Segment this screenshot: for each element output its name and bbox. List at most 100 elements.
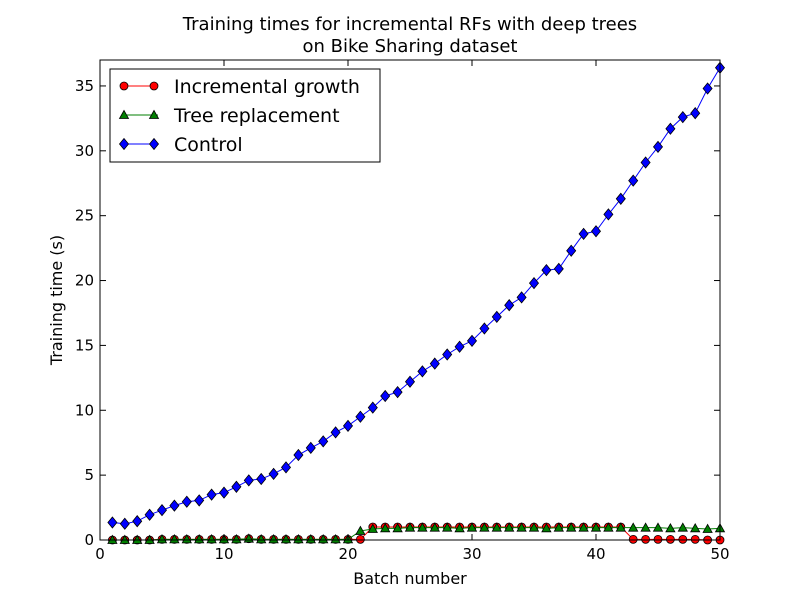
data-point: [553, 262, 564, 275]
data-point: [181, 495, 192, 508]
data-point: [268, 534, 279, 544]
x-axis-label: Batch number: [353, 569, 467, 588]
data-point: [280, 461, 292, 474]
data-point: [603, 522, 614, 532]
data-point: [640, 522, 651, 532]
data-point: [652, 140, 664, 154]
legend-marker: [118, 109, 130, 119]
data-point: [305, 534, 316, 544]
data-point: [677, 522, 688, 532]
data-point: [677, 110, 688, 124]
data-point: [454, 340, 465, 353]
data-point: [206, 534, 217, 544]
data-point: [479, 322, 490, 335]
y-tick-label: 35: [75, 77, 94, 95]
data-point: [392, 385, 403, 399]
data-point: [690, 534, 700, 544]
data-point: [640, 156, 651, 169]
data-point: [491, 522, 502, 532]
legend-marker: [118, 137, 130, 151]
x-tick-label: 40: [586, 545, 605, 563]
data-point: [280, 534, 292, 544]
data-point: [181, 534, 192, 544]
data-point: [429, 357, 440, 370]
data-point: [516, 291, 527, 304]
data-point: [206, 488, 217, 501]
legend-entry: Control: [118, 134, 243, 156]
data-point: [702, 523, 713, 533]
tick-layer: 0 10 20 30 40 50 0 5 10 15 20 25 30 35: [75, 60, 730, 563]
legend-entry: Incremental growth: [119, 76, 360, 98]
data-point: [156, 504, 168, 517]
data-point: [256, 472, 267, 486]
data-point: [641, 534, 650, 544]
data-point: [615, 192, 626, 205]
legend: Incremental growth Tree replacement Contro…: [109, 68, 381, 163]
legend-label: Tree replacement: [173, 105, 340, 127]
data-point: [516, 522, 527, 532]
x-tick-label: 30: [462, 545, 481, 563]
data-point: [355, 534, 365, 544]
data-point: [417, 365, 428, 378]
data-point: [268, 467, 279, 480]
data-point: [690, 523, 701, 533]
data-point: [442, 522, 453, 532]
data-point: [330, 426, 341, 439]
data-point: [628, 534, 638, 544]
data-point: [615, 522, 626, 532]
data-point: [590, 522, 602, 532]
data-point: [678, 534, 688, 544]
data-point: [231, 534, 242, 544]
x-tick-label: 10: [214, 545, 233, 563]
chart-subtitle: on Bike Sharing dataset: [303, 36, 518, 57]
data-point: [466, 334, 478, 347]
legend-label: Control: [174, 134, 243, 156]
data-point: [318, 435, 329, 448]
plot-frame: [99, 59, 721, 541]
data-point: [590, 225, 602, 238]
data-point: [429, 522, 440, 532]
x-tick-label: 0: [95, 545, 105, 563]
data-point: [404, 522, 416, 532]
data-point: [653, 534, 663, 544]
data-point: [504, 522, 515, 532]
data-point: [466, 522, 478, 532]
data-point: [528, 277, 540, 290]
data-point: [380, 523, 391, 533]
data-point: [628, 522, 639, 532]
legend-label: Incremental growth: [174, 76, 360, 98]
data-point: [243, 474, 254, 487]
data-point: [342, 419, 354, 432]
data-point: [218, 486, 230, 499]
data-point: [144, 508, 155, 521]
data-point: [330, 534, 341, 544]
data-point: [169, 499, 180, 512]
data-point: [666, 534, 675, 544]
legend-marker: [148, 137, 160, 151]
legend-entry: Tree replacement: [118, 105, 340, 127]
y-tick-label: 30: [75, 142, 94, 160]
data-point: [690, 107, 701, 120]
data-point: [132, 515, 143, 528]
data-point: [305, 441, 316, 455]
data-point: [169, 534, 180, 544]
data-point: [541, 264, 552, 277]
data-point: [628, 174, 639, 187]
legend-marker: [148, 109, 160, 119]
y-tick-label: 25: [75, 207, 94, 225]
data-point: [318, 534, 329, 544]
data-point: [293, 534, 304, 544]
data-point: [417, 522, 428, 532]
data-point: [479, 522, 490, 532]
y-tick-label: 5: [84, 466, 94, 484]
legend-marker: [149, 81, 159, 91]
data-point: [566, 522, 577, 532]
x-tick-label: 20: [338, 545, 357, 563]
data-point: [491, 310, 502, 323]
data-point: [504, 299, 515, 312]
data-point: [665, 523, 676, 533]
y-tick-label: 0: [84, 531, 94, 549]
data-point: [454, 523, 465, 533]
y-tick-label: 20: [75, 272, 94, 290]
y-tick-label: 10: [75, 401, 94, 419]
